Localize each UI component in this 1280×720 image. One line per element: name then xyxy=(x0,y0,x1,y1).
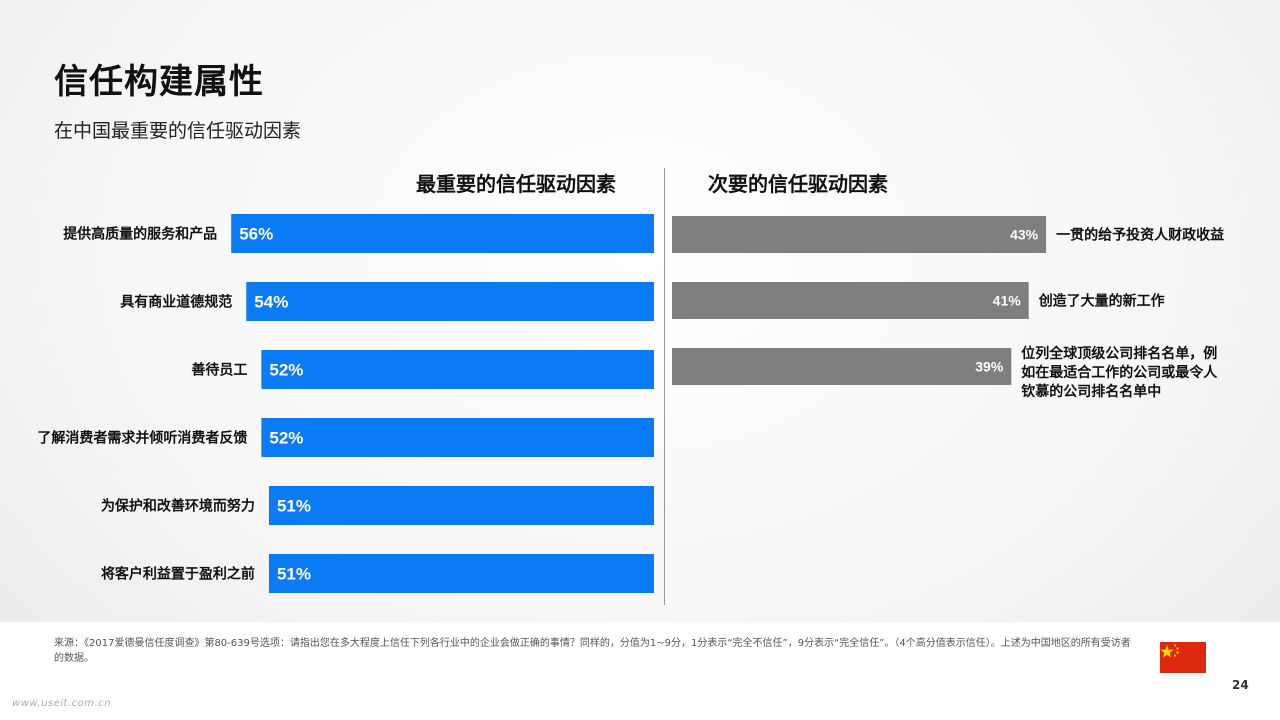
primary-bar xyxy=(231,214,654,253)
primary-value-label: 56% xyxy=(239,225,273,244)
primary-bar xyxy=(246,282,655,321)
primary-bar xyxy=(261,350,654,389)
secondary-category-label: 钦慕的公司排名名单中 xyxy=(1021,383,1161,400)
primary-category-label: 了解消费者需求并倾听消费者反馈 xyxy=(37,430,247,447)
primary-drivers-heading: 最重要的信任驱动因素 xyxy=(416,172,616,196)
footer-band xyxy=(0,622,1280,720)
secondary-value-label: 41% xyxy=(993,293,1022,309)
primary-category-label: 为保护和改善环境而努力 xyxy=(101,498,255,515)
secondary-category-label: 创造了大量的新工作 xyxy=(1038,293,1165,310)
secondary-bar xyxy=(672,348,1012,385)
secondary-category-label: 位列全球顶级公司排名名单，例 xyxy=(1021,345,1217,362)
trust-drivers-chart: 56% 提供高质量的服务和产品 54% 具有商业道德规范 52% 善待员工 52% 了解消费者… xyxy=(37,214,1224,593)
page-subtitle: 在中国最重要的信任驱动因素 xyxy=(54,120,302,142)
primary-category-label: 善待员工 xyxy=(191,362,247,379)
secondary-category-label: 一贯的给予投资人财政收益 xyxy=(1056,227,1224,244)
primary-bar xyxy=(261,418,654,457)
primary-value-label: 51% xyxy=(277,497,311,516)
secondary-category-label: 如在最适合工作的公司或最令人 xyxy=(1021,364,1218,381)
primary-value-label: 52% xyxy=(269,429,303,448)
primary-value-label: 54% xyxy=(254,293,288,312)
secondary-value-label: 43% xyxy=(1010,227,1039,243)
primary-value-label: 52% xyxy=(269,361,303,380)
china-flag-icon xyxy=(1160,642,1206,673)
source-note: 来源：《2017爱德曼信任度调查》第80-639号选项：请指出您在多大程度上信任… xyxy=(54,638,1131,664)
primary-value-label: 51% xyxy=(277,565,311,584)
secondary-bar xyxy=(672,216,1047,253)
primary-category-label: 将客户利益置于盈利之前 xyxy=(101,566,255,583)
primary-bar xyxy=(268,554,654,593)
page-number: 24 xyxy=(1232,678,1249,692)
primary-category-label: 提供高质量的服务和产品 xyxy=(63,226,217,243)
column-divider xyxy=(664,168,665,605)
page-title: 信任构建属性 xyxy=(54,62,264,102)
secondary-value-label: 39% xyxy=(975,359,1004,375)
secondary-drivers-heading: 次要的信任驱动因素 xyxy=(708,172,888,196)
primary-category-label: 具有商业道德规范 xyxy=(119,294,232,311)
watermark: www.useit.com.cn xyxy=(12,698,112,709)
secondary-bar xyxy=(672,282,1029,319)
primary-bar xyxy=(268,486,654,525)
